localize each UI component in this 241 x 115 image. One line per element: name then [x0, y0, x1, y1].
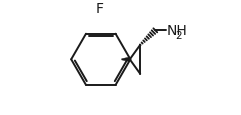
Polygon shape — [122, 58, 130, 62]
Text: 2: 2 — [175, 31, 182, 41]
Text: F: F — [96, 2, 104, 16]
Text: NH: NH — [166, 24, 187, 38]
